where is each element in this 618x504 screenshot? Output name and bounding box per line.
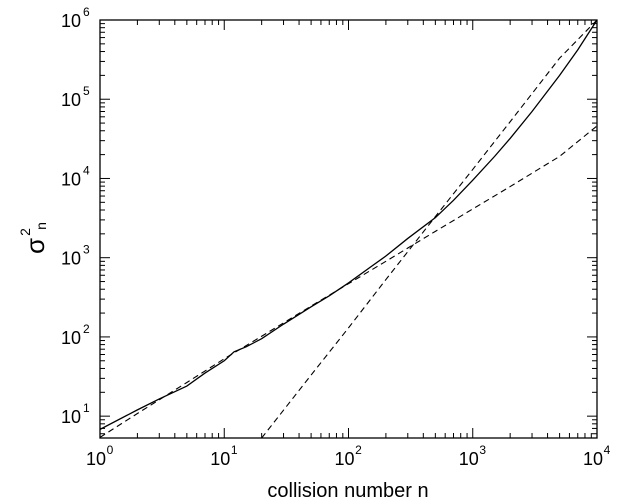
series-layer — [100, 20, 597, 438]
x-tick-label-exponent: 3 — [479, 443, 486, 457]
x-tick-label: 10 0 — [86, 443, 114, 469]
y-tick-label: 10 5 — [61, 84, 90, 110]
y-tick-label-base: 10 — [61, 169, 81, 189]
y-tick-label-base: 10 — [61, 407, 81, 427]
x-tick-label: 10 3 — [459, 443, 487, 469]
y-tick-label: 10 4 — [61, 163, 90, 189]
series-line-1 — [100, 20, 597, 430]
x-tick-label-exponent: 0 — [107, 443, 114, 457]
series-line-3 — [261, 20, 597, 438]
y-tick-label: 10 6 — [61, 5, 90, 31]
y-axis-title: σ 2 n — [17, 222, 50, 254]
x-tick-label: 10 4 — [583, 443, 611, 469]
x-tick-label-base: 10 — [210, 449, 230, 469]
series-line-2 — [100, 125, 597, 438]
y-tick-label-exponent: 5 — [83, 84, 90, 98]
x-axis-title: collision number n — [267, 480, 428, 502]
y-axis-title-subscript: n — [33, 222, 49, 230]
y-tick-label-base: 10 — [61, 328, 81, 348]
y-axis-title-base: σ — [20, 238, 50, 254]
y-tick-label-base: 10 — [61, 90, 81, 110]
y-tick-label-exponent: 4 — [83, 163, 90, 177]
y-tick-label-exponent: 1 — [83, 401, 90, 415]
y-tick-label-exponent: 2 — [83, 322, 90, 336]
plot-frame — [99, 19, 598, 439]
x-tick-label-base: 10 — [334, 449, 354, 469]
x-tick-label-base: 10 — [86, 449, 106, 469]
y-tick-label-exponent: 6 — [83, 5, 90, 19]
x-tick-label-exponent: 1 — [231, 443, 238, 457]
y-tick-label: 10 2 — [61, 322, 90, 348]
y-axis-title-superscript: 2 — [17, 228, 33, 236]
x-tick-label-exponent: 2 — [355, 443, 362, 457]
y-tick-label-base: 10 — [61, 11, 81, 31]
tick-layer — [99, 19, 598, 438]
tick-label-layer: 10 0 10 1 10 2 10 3 10 410 110 210 310 410 510 6 — [61, 5, 611, 469]
y-tick-label-exponent: 3 — [83, 243, 90, 257]
x-tick-label-base: 10 — [459, 449, 479, 469]
x-tick-label: 10 2 — [334, 443, 362, 469]
y-tick-label: 10 1 — [61, 401, 90, 427]
x-tick-label: 10 1 — [210, 443, 238, 469]
x-tick-label-base: 10 — [583, 449, 603, 469]
y-tick-label-base: 10 — [61, 249, 81, 269]
x-tick-label-exponent: 4 — [604, 443, 611, 457]
y-tick-label: 10 3 — [61, 243, 90, 269]
